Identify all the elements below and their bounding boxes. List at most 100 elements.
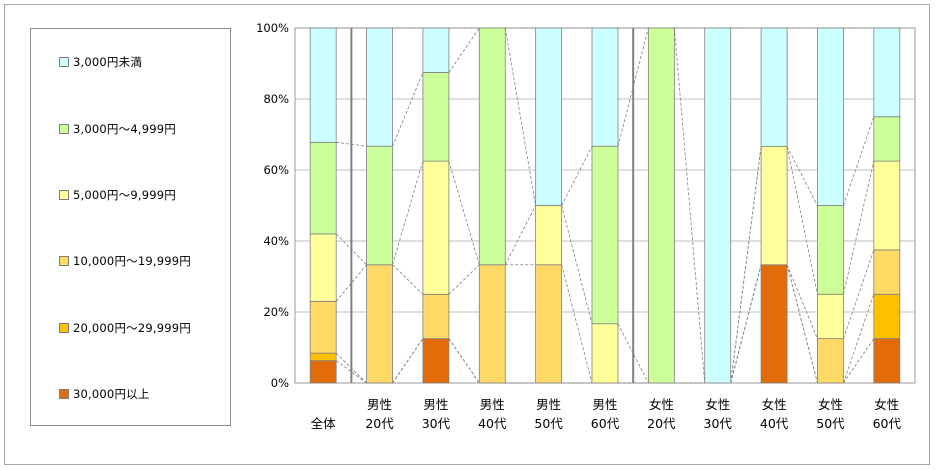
series-line — [335, 360, 367, 384]
bar-segment — [873, 293, 901, 340]
series-line — [561, 205, 593, 324]
bar-segment — [873, 160, 901, 251]
series-line — [843, 249, 875, 339]
series-line — [561, 146, 593, 206]
y-tick-label: 20% — [263, 305, 289, 319]
bar-segment — [873, 249, 901, 295]
legend-label: 30,000円以上 — [73, 387, 150, 401]
bar-segment — [366, 264, 393, 384]
bar-segment — [422, 293, 450, 340]
series-line — [448, 161, 480, 265]
bar-segment — [422, 160, 450, 295]
series-line — [843, 338, 875, 384]
series-line — [448, 27, 480, 73]
legend-label: 3,000円～4,999円 — [73, 122, 176, 136]
bar-segment — [535, 205, 563, 266]
series-line — [448, 264, 480, 295]
bar-segment — [591, 27, 619, 147]
x-tick-label-bottom: 60代 — [873, 416, 902, 431]
legend-item: 5,000円～9,999円 — [59, 188, 176, 202]
x-tick-label-top: 女性 — [649, 397, 674, 412]
x-tick-label-bottom: 30代 — [422, 416, 451, 431]
legend-item: 10,000円～19,999円 — [59, 254, 191, 268]
bar-segment — [366, 145, 393, 266]
bar-segment — [647, 27, 675, 384]
x-tick-label-top: 男性 — [536, 397, 561, 412]
x-tick-label-bottom: 60代 — [591, 416, 620, 431]
bar-segment — [817, 293, 844, 340]
series-line — [786, 146, 818, 295]
x-tick-label-bottom: 50代 — [816, 416, 845, 431]
x-tick-label-top: 女性 — [818, 397, 843, 412]
x-tick-label-bottom: 50代 — [534, 416, 563, 431]
y-tick-label: 0% — [271, 376, 289, 390]
bar-segment — [309, 27, 337, 143]
bar-segment — [309, 300, 337, 354]
bar-segment — [309, 233, 337, 302]
series-line — [561, 264, 593, 384]
bar-segment — [760, 27, 788, 147]
x-tick-label-top: 女性 — [874, 397, 899, 412]
y-tick-label: 80% — [263, 92, 289, 106]
series-line — [843, 116, 875, 206]
bar-segment — [366, 27, 393, 147]
legend-swatch — [59, 190, 69, 200]
bar-segment — [422, 71, 450, 162]
legend-swatch — [59, 57, 69, 67]
x-tick-label-top: 女性 — [705, 397, 730, 412]
legend-label: 10,000円～19,999円 — [73, 254, 191, 268]
series-line — [448, 338, 480, 384]
x-tick-label-bottom: 30代 — [704, 416, 733, 431]
legend-swatch — [59, 124, 69, 134]
bar-segment — [873, 27, 901, 118]
legend-label: 5,000円～9,999円 — [73, 188, 176, 202]
series-line — [392, 338, 424, 384]
bar-segment — [873, 116, 901, 162]
bar-segment — [760, 264, 788, 384]
legend-item: 3,000円～4,999円 — [59, 122, 176, 136]
bar-segment — [422, 338, 450, 384]
bar-segment — [817, 205, 844, 295]
bar-segment — [535, 264, 563, 384]
x-tick-label-top: 男性 — [423, 397, 448, 412]
bar-segment — [309, 352, 337, 362]
series-line — [504, 27, 537, 206]
series-line — [335, 264, 367, 302]
series-line — [843, 161, 875, 295]
x-tick-label-bottom: 20代 — [647, 416, 676, 431]
legend-label: 20,000円～29,999円 — [73, 321, 191, 335]
bar-segment — [591, 145, 619, 325]
bar-segment — [535, 27, 563, 206]
x-tick-label-bottom: 20代 — [365, 416, 394, 431]
bar-segment — [309, 360, 337, 384]
series-line — [843, 294, 875, 384]
legend-item: 20,000円～29,999円 — [59, 321, 191, 335]
x-tick-label: 全体 — [311, 416, 337, 431]
y-tick-label: 100% — [256, 21, 289, 35]
x-tick-label-top: 男性 — [592, 397, 617, 412]
series-line — [786, 264, 818, 384]
series-line — [617, 323, 649, 384]
y-tick-label: 40% — [263, 234, 289, 248]
bar-segment — [478, 27, 506, 266]
bar-segment — [704, 27, 732, 384]
series-line — [392, 72, 424, 147]
series-line — [673, 27, 706, 384]
x-tick-label-top: 男性 — [367, 397, 392, 412]
legend-label: 3,000円未満 — [73, 55, 143, 69]
x-tick-label-top: 男性 — [480, 397, 505, 412]
bar-segment — [760, 146, 788, 266]
series-line — [392, 264, 424, 295]
y-tick-label: 60% — [263, 163, 289, 177]
series-line — [730, 264, 762, 384]
series-line — [392, 161, 424, 265]
legend-swatch — [59, 323, 69, 333]
series-line — [786, 146, 818, 206]
bar-segment — [873, 338, 901, 384]
bar-segment — [817, 27, 844, 206]
x-tick-label-bottom: 40代 — [760, 416, 789, 431]
bar-segment — [422, 27, 450, 73]
bar-segment — [817, 338, 844, 384]
legend-swatch — [59, 389, 69, 399]
